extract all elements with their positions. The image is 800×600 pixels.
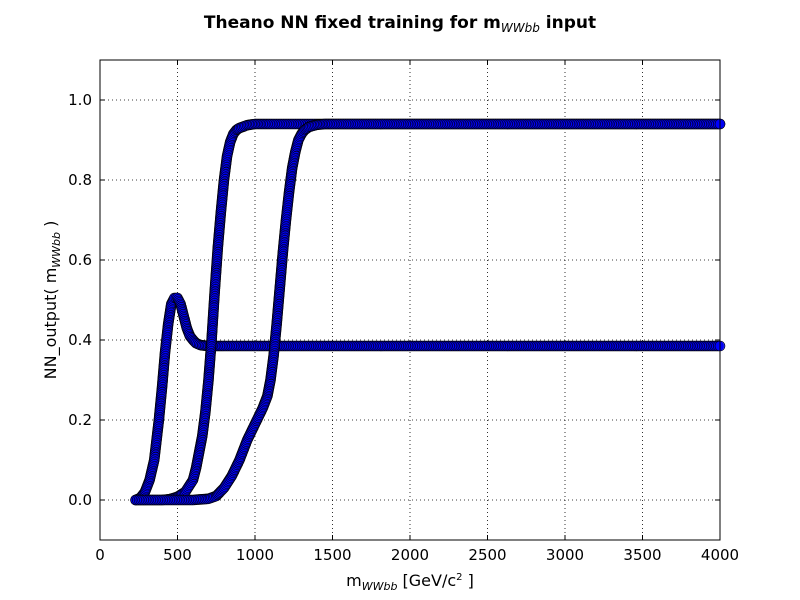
y-axis-label-subscript: WWbb: [50, 232, 63, 268]
x-tick-label: 2000: [391, 546, 429, 564]
y-axis-label: NN_output( mWWbb ): [41, 221, 63, 380]
x-axis-label-subscript: WWbb: [362, 580, 398, 593]
y-tick-label: 0.6: [68, 251, 92, 269]
grid: [100, 60, 720, 540]
x-tick-label: 3500: [623, 546, 661, 564]
chart-title-subscript: WWbb: [501, 21, 540, 35]
y-axis-label-main: NN_output( m: [41, 268, 61, 380]
y-tick-label: 0.4: [68, 331, 92, 349]
x-axis-label-unit: [GeV/c: [397, 571, 456, 590]
chart-title: Theano NN fixed training for mWWbb input: [204, 13, 596, 35]
y-tick-label: 0.0: [68, 491, 92, 509]
x-tick-label: 4000: [701, 546, 739, 564]
scatter-series: [130, 118, 726, 506]
x-tick-label: 500: [163, 546, 192, 564]
axis-ticks: 0 500 1000 1500 2000 2500 3000 3500 4000 0.0 0.2 0.…: [68, 60, 739, 564]
y-tick-label: 0.8: [68, 171, 92, 189]
x-axis-label-unit-end: ]: [463, 571, 474, 590]
x-axis-label-unit-superscript: 2: [456, 572, 462, 583]
x-tick-label: 0: [95, 546, 105, 564]
y-tick-label: 0.2: [68, 411, 92, 429]
scatter-points: [130, 118, 726, 506]
y-tick-label: 1.0: [68, 91, 92, 109]
x-tick-label: 1500: [313, 546, 351, 564]
x-tick-label: 3000: [546, 546, 584, 564]
x-axis-label-main: m: [346, 571, 362, 590]
y-axis-label-end: ): [41, 221, 60, 232]
x-tick-label: 2500: [468, 546, 506, 564]
x-axis-label: mWWbb [GeV/c2 ]: [346, 571, 474, 593]
scatter-series: [130, 292, 726, 506]
scatter-series: [130, 118, 726, 506]
x-tick-label: 1000: [236, 546, 274, 564]
chart-title-main: Theano NN fixed training for m: [204, 13, 501, 33]
chart-title-suffix: input: [540, 13, 596, 33]
